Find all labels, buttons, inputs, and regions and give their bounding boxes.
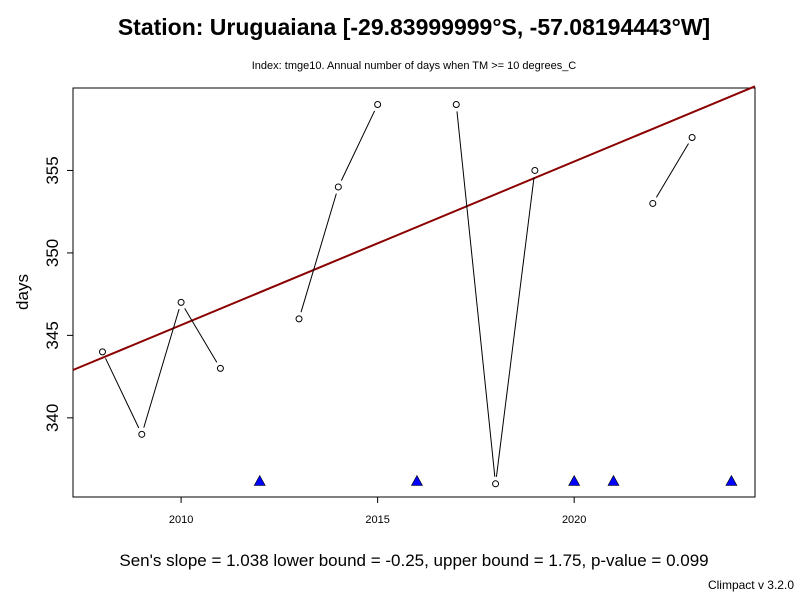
series-segment <box>655 143 689 198</box>
data-point <box>98 348 106 356</box>
missing-year-marker <box>725 474 738 486</box>
data-point <box>295 315 303 323</box>
y-axis-label: days <box>13 274 32 310</box>
chart-title: Station: Uruguaiana [-29.83999999°S, -57… <box>117 14 711 40</box>
series-segment <box>300 193 337 313</box>
missing-year-marker <box>410 474 423 486</box>
data-point <box>216 364 224 372</box>
series-segment <box>143 308 180 428</box>
y-tick-label: 340 <box>43 404 62 432</box>
data-point <box>374 100 382 108</box>
data-point <box>334 183 342 191</box>
chart-subtitle: Index: tmge10. Annual number of days whe… <box>251 60 577 72</box>
series-segment <box>495 177 535 477</box>
sens-slope-stats: Sen's slope = 1.038 lower bound = -0.25,… <box>119 551 709 570</box>
trend-line <box>72 85 756 371</box>
missing-year-marker <box>607 474 620 486</box>
data-point <box>138 430 146 438</box>
data-point <box>531 166 539 174</box>
x-tick-label: 2010 <box>169 514 193 526</box>
data-point <box>688 133 696 141</box>
series-segment <box>340 110 376 181</box>
plot-frame <box>72 87 756 498</box>
x-tick-label: 2015 <box>365 514 389 526</box>
version-label: Climpact v 3.2.0 <box>707 578 794 592</box>
series-segment <box>456 111 496 477</box>
data-point <box>649 199 657 207</box>
x-tick-label: 2020 <box>562 514 586 526</box>
y-tick-label: 350 <box>43 239 62 267</box>
series-segment <box>105 357 140 429</box>
y-tick-label: 345 <box>43 321 62 349</box>
data-point <box>452 100 460 108</box>
data-point <box>177 298 185 306</box>
missing-year-marker <box>568 474 581 486</box>
data-point <box>492 480 500 488</box>
missing-year-marker <box>253 474 266 486</box>
series-segment <box>184 308 218 363</box>
y-tick-label: 355 <box>43 156 62 184</box>
